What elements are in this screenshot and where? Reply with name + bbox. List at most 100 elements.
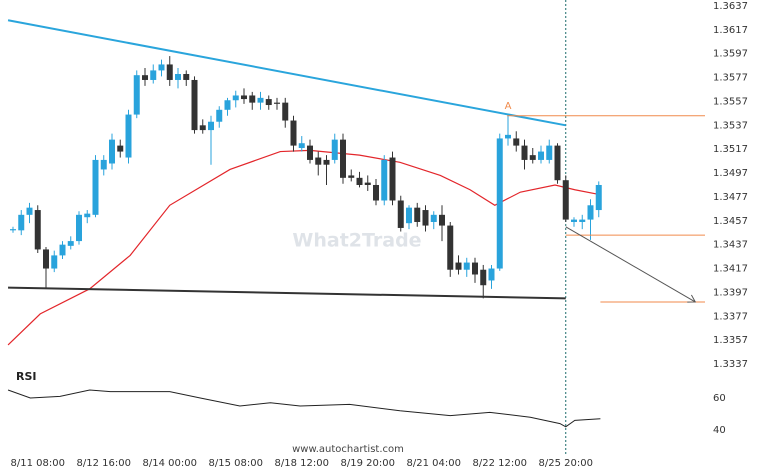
candle-body xyxy=(595,184,602,211)
candle-body xyxy=(562,180,569,220)
candle-body xyxy=(340,139,346,178)
x-tick-label: 8/14 00:00 xyxy=(143,458,197,469)
candle-body xyxy=(249,95,256,103)
candle-body xyxy=(571,219,577,222)
y-tick-label: 1.3597 xyxy=(713,49,748,60)
candle-body xyxy=(208,121,214,131)
y-tick-label: 1.3377 xyxy=(713,311,748,322)
x-tick-label: 8/15 08:00 xyxy=(209,458,263,469)
candle-body xyxy=(34,210,41,250)
candle-body xyxy=(331,139,338,160)
candle-body xyxy=(381,159,388,201)
candle-body xyxy=(26,207,33,215)
candle-body xyxy=(183,73,190,80)
candle-body xyxy=(587,205,594,220)
candle-body xyxy=(455,262,462,270)
x-tick-label: 8/21 04:00 xyxy=(407,458,461,469)
candle-body xyxy=(232,95,239,101)
candle-body xyxy=(282,102,289,121)
x-tick-label: 8/25 20:00 xyxy=(539,458,593,469)
candle-body xyxy=(199,125,206,131)
trendline xyxy=(7,19,566,127)
candle-body xyxy=(191,79,198,131)
y-tick-label: 1.3537 xyxy=(713,120,748,131)
x-tick-label: 8/19 20:00 xyxy=(341,458,395,469)
candle-body xyxy=(364,182,371,185)
y-tick-label: 1.3437 xyxy=(713,240,748,251)
candle-body xyxy=(109,139,115,164)
candle-body xyxy=(274,102,280,104)
rsi-tick-label: 60 xyxy=(713,393,726,404)
y-tick-label: 1.3337 xyxy=(713,359,748,370)
candle-body xyxy=(290,120,297,146)
candle-body xyxy=(158,64,165,71)
candle-body xyxy=(546,145,553,160)
candle-body xyxy=(175,73,181,80)
rsi-tick-label: 40 xyxy=(713,425,726,436)
trendline xyxy=(8,286,566,300)
candle-body xyxy=(224,100,231,110)
candle-body xyxy=(43,249,49,269)
candle-body xyxy=(538,151,544,160)
candle-body xyxy=(422,210,429,226)
candle-body xyxy=(414,207,421,222)
candle-body xyxy=(554,145,561,181)
x-tick-label: 8/18 12:00 xyxy=(275,458,329,469)
candle-body xyxy=(348,175,355,178)
candle-body xyxy=(579,219,586,222)
y-tick-label: 1.3577 xyxy=(713,73,748,84)
candle-body xyxy=(142,75,148,80)
candle-body xyxy=(356,177,363,185)
candle-body xyxy=(51,255,58,269)
y-tick-label: 1.3397 xyxy=(713,287,748,298)
candle-body xyxy=(513,138,520,146)
forecast-arrow xyxy=(565,226,696,303)
candle-body xyxy=(447,225,454,270)
y-tick-label: 1.3497 xyxy=(713,168,748,179)
candle-body xyxy=(472,262,478,275)
candle-body xyxy=(100,159,107,170)
x-tick-label: 8/22 12:00 xyxy=(473,458,527,469)
y-tick-label: 1.3417 xyxy=(713,264,748,275)
y-tick-label: 1.3477 xyxy=(713,192,748,203)
candle-body xyxy=(241,95,247,100)
y-tick-label: 1.3357 xyxy=(713,335,748,346)
source: www.autochartist.com xyxy=(292,444,404,455)
candle-body xyxy=(133,75,140,115)
candle-body xyxy=(59,244,66,256)
moving-average xyxy=(7,149,600,346)
candle-body xyxy=(488,268,495,281)
candle-body xyxy=(315,157,322,165)
candle-body xyxy=(84,213,91,218)
candle-body xyxy=(521,145,528,160)
candle-body xyxy=(397,200,404,228)
candle-body xyxy=(298,143,305,148)
x-tick-label: 8/11 08:00 xyxy=(11,458,65,469)
candle-body xyxy=(216,109,223,122)
candle-body xyxy=(10,229,16,231)
candle-body xyxy=(125,114,132,158)
y-tick-label: 1.3617 xyxy=(713,25,748,36)
candle-body xyxy=(67,241,74,246)
rsi-title: RSI xyxy=(16,370,37,383)
candle-body xyxy=(505,134,511,139)
arrow-head xyxy=(687,294,697,303)
y-tick-label: 1.3637 xyxy=(713,1,748,12)
candle-body xyxy=(117,145,124,152)
y-tick-label: 1.3557 xyxy=(713,96,748,107)
candle-body xyxy=(166,64,173,80)
candle-body xyxy=(406,207,412,224)
y-tick-label: 1.3517 xyxy=(713,144,748,155)
candle-body xyxy=(323,159,330,165)
candle-body xyxy=(18,214,25,231)
rsi-line xyxy=(7,389,601,428)
candle-body xyxy=(257,97,264,103)
candle-body xyxy=(439,214,445,226)
candle-body xyxy=(373,184,379,201)
candle-body xyxy=(529,155,536,160)
candle-body xyxy=(430,214,437,222)
candle-body xyxy=(496,138,503,269)
candle-body xyxy=(307,145,313,160)
candle-body xyxy=(92,159,99,215)
